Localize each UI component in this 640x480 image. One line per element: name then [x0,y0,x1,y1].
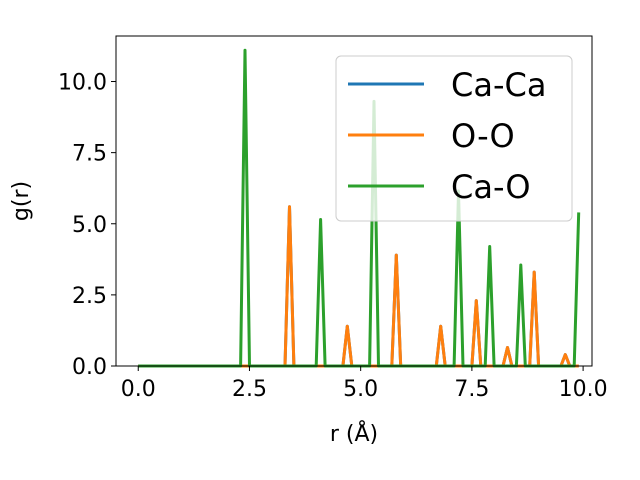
x-tick-label: 5.0 [343,377,378,402]
x-ticks: 0.0 2.5 5.0 7.5 10.0 [121,366,608,402]
x-tick-label: 2.5 [232,377,267,402]
y-tick-label: 7.5 [72,142,107,167]
y-tick-label: 2.5 [72,284,107,309]
x-tick-label: 10.0 [559,377,608,402]
x-tick-label: 0.0 [121,377,156,402]
y-ticks: 0.0 2.5 5.0 7.5 10.0 [58,71,116,380]
series-line-o-o [138,205,579,368]
legend-label-ca-ca: Ca-Ca [451,66,546,104]
legend-label-ca-o: Ca-O [451,168,531,206]
x-tick-label: 7.5 [454,377,489,402]
y-tick-label: 10.0 [58,71,107,96]
y-tick-label: 0.0 [72,355,107,380]
y-tick-label: 5.0 [72,213,107,238]
legend-box [335,55,573,222]
axes-frame [115,35,593,367]
plot-area [115,35,593,368]
series-line-ca-ca [138,205,579,368]
legend-label-o-o: O-O [451,117,515,155]
y-axis-label: g(r) [9,181,34,221]
x-axis-label: r (Å) [330,420,378,447]
legend: Ca-Ca O-O Ca-O [335,55,573,222]
